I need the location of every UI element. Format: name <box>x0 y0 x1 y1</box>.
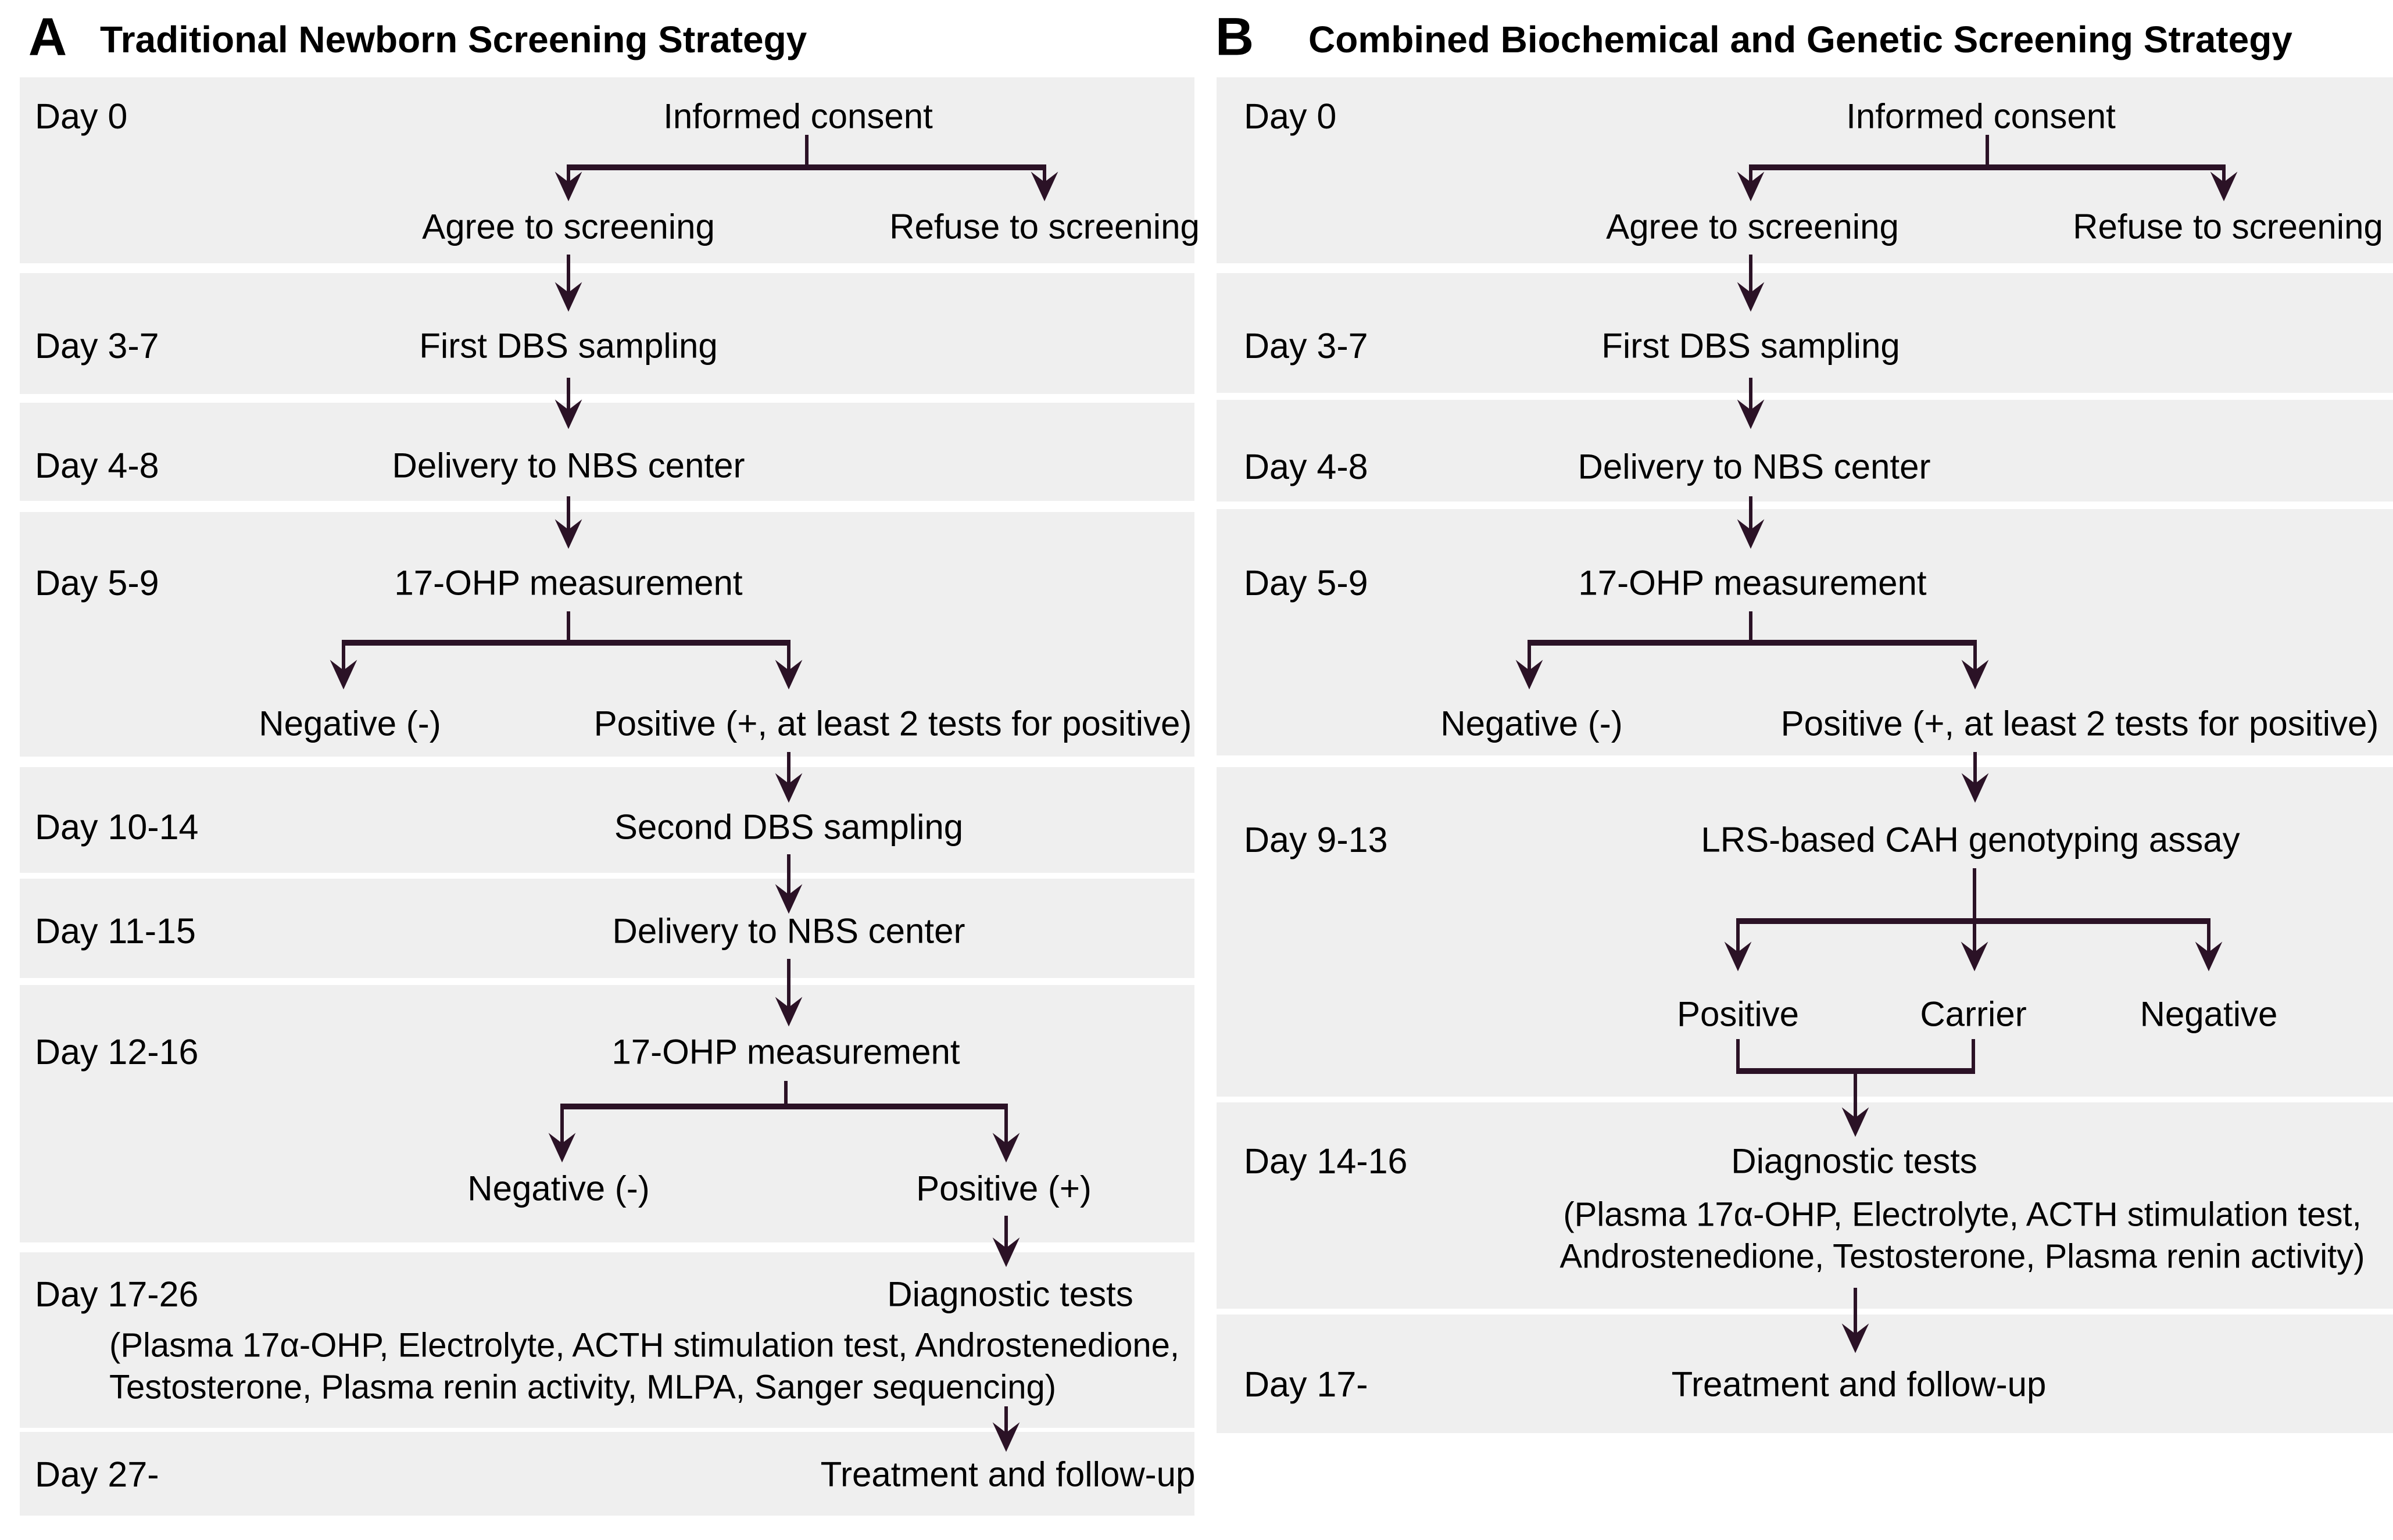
panel-b-day-label-0: Day 0 <box>1244 96 1337 136</box>
panel-a-day-label-4: Day 10-14 <box>35 807 199 847</box>
panel-a-node-positive-2: Positive (+) <box>916 1169 1092 1208</box>
panel-b-node-diagnostic: Diagnostic tests <box>1731 1141 1977 1181</box>
panel-a-node-positive-1: Positive (+, at least 2 tests for positi… <box>593 704 1192 743</box>
panel-a-node-ohp-1: 17-OHP measurement <box>394 563 743 603</box>
panel-b-node-diagnostic-detail-1: (Plasma 17α-OHP, Electrolyte, ACTH stimu… <box>1563 1195 2362 1234</box>
panel-a-day-label-7: Day 17-26 <box>35 1274 199 1314</box>
panel-b-node-genotype-negative: Negative <box>2140 994 2278 1034</box>
panel-a-node-delivery-1: Delivery to NBS center <box>392 446 745 485</box>
panel-a-node-diagnostic: Diagnostic tests <box>887 1274 1133 1314</box>
panel-b-day-label-3: Day 5-9 <box>1244 563 1368 603</box>
panel-b-band-day-4-8 <box>1217 400 2393 502</box>
panel-b-day-label-6: Day 17- <box>1244 1364 1368 1404</box>
panel-b-band-day-9-13 <box>1217 767 2393 1097</box>
panel-a-day-label-3: Day 5-9 <box>35 563 159 603</box>
panel-a-day-label-5: Day 11-15 <box>35 911 196 951</box>
panel-a-node-ohp-2: 17-OHP measurement <box>611 1032 960 1072</box>
panel-b-day-label-4: Day 9-13 <box>1244 820 1388 859</box>
panel-a-node-diagnostic-detail-2: Testosterone, Plasma renin activity, MLP… <box>109 1368 1057 1406</box>
panel-a-day-label-0: Day 0 <box>35 96 128 136</box>
panel-a-node-refuse: Refuse to screening <box>889 207 1200 246</box>
panel-b-node-genotype-carrier: Carrier <box>1920 994 2027 1034</box>
panel-a-band-day-11-15 <box>20 879 1194 978</box>
panel-a-node-agree: Agree to screening <box>422 207 715 246</box>
panel-b-title: Combined Biochemical and Genetic Screeni… <box>1308 19 2292 60</box>
panel-a-band-day-4-8 <box>20 403 1194 501</box>
panel-a-node-first-dbs: First DBS sampling <box>419 326 718 366</box>
panel-a-day-label-8: Day 27- <box>35 1455 159 1494</box>
panel-b-band-day-0 <box>1217 77 2393 263</box>
panel-b-band-day-3-7 <box>1217 273 2393 393</box>
panel-b-node-agree: Agree to screening <box>1606 207 1899 246</box>
panel-b-band-day-17 <box>1217 1315 2393 1433</box>
panel-b-day-label-1: Day 3-7 <box>1244 326 1368 366</box>
panel-a-node-treatment: Treatment and follow-up <box>820 1455 1196 1494</box>
panel-b-day-label-2: Day 4-8 <box>1244 447 1368 486</box>
panel-b-day-label-5: Day 14-16 <box>1244 1141 1408 1181</box>
panel-b-band-day-14-16 <box>1217 1102 2393 1309</box>
panel-a-node-second-dbs: Second DBS sampling <box>614 807 964 847</box>
panel-a-band-day-12-16 <box>20 985 1194 1242</box>
panel-b-node-delivery-1: Delivery to NBS center <box>1578 447 1931 486</box>
panel-b-band-day-5-9 <box>1217 509 2393 755</box>
panel-a-letter: A <box>28 7 67 67</box>
panel-a-band-day-3-7 <box>20 273 1194 394</box>
panel-b-node-informed-consent: Informed consent <box>1846 96 2116 136</box>
panel-a-title: Traditional Newborn Screening Strategy <box>100 19 807 60</box>
panel-b-node-diagnostic-detail-2: Androstenedione, Testosterone, Plasma re… <box>1559 1237 2365 1276</box>
panel-a-band-day-17-26 <box>20 1252 1194 1428</box>
panel-a-node-negative-2: Negative (-) <box>467 1169 650 1208</box>
panel-a-node-delivery-2: Delivery to NBS center <box>612 911 965 951</box>
panel-b-node-lrs-assay: LRS-based CAH genotyping assay <box>1701 820 2240 859</box>
panel-a-day-label-6: Day 12-16 <box>35 1032 199 1072</box>
panel-b-node-first-dbs: First DBS sampling <box>1601 326 1900 366</box>
panel-b-letter: B <box>1215 7 1254 67</box>
panel-a-day-label-1: Day 3-7 <box>35 326 159 366</box>
panel-a-band-day-10-14 <box>20 767 1194 873</box>
panel-b-node-negative-1: Negative (-) <box>1440 704 1623 743</box>
panel-a-band-day-0 <box>20 77 1194 263</box>
panel-a-band-day-5-9 <box>20 512 1194 757</box>
panel-a-node-negative-1: Negative (-) <box>259 704 441 743</box>
panel-b-node-ohp-1: 17-OHP measurement <box>1578 563 1927 603</box>
panel-a-node-diagnostic-detail-1: (Plasma 17α-OHP, Electrolyte, ACTH stimu… <box>109 1326 1179 1364</box>
panel-b-node-treatment: Treatment and follow-up <box>1671 1364 2047 1404</box>
panel-b-node-refuse: Refuse to screening <box>2073 207 2383 246</box>
panel-b-node-positive-1: Positive (+, at least 2 tests for positi… <box>1780 704 2379 743</box>
panel-a-day-label-2: Day 4-8 <box>35 446 159 485</box>
panel-a-node-informed-consent: Informed consent <box>663 96 933 136</box>
panel-b-node-genotype-positive: Positive <box>1676 994 1800 1034</box>
